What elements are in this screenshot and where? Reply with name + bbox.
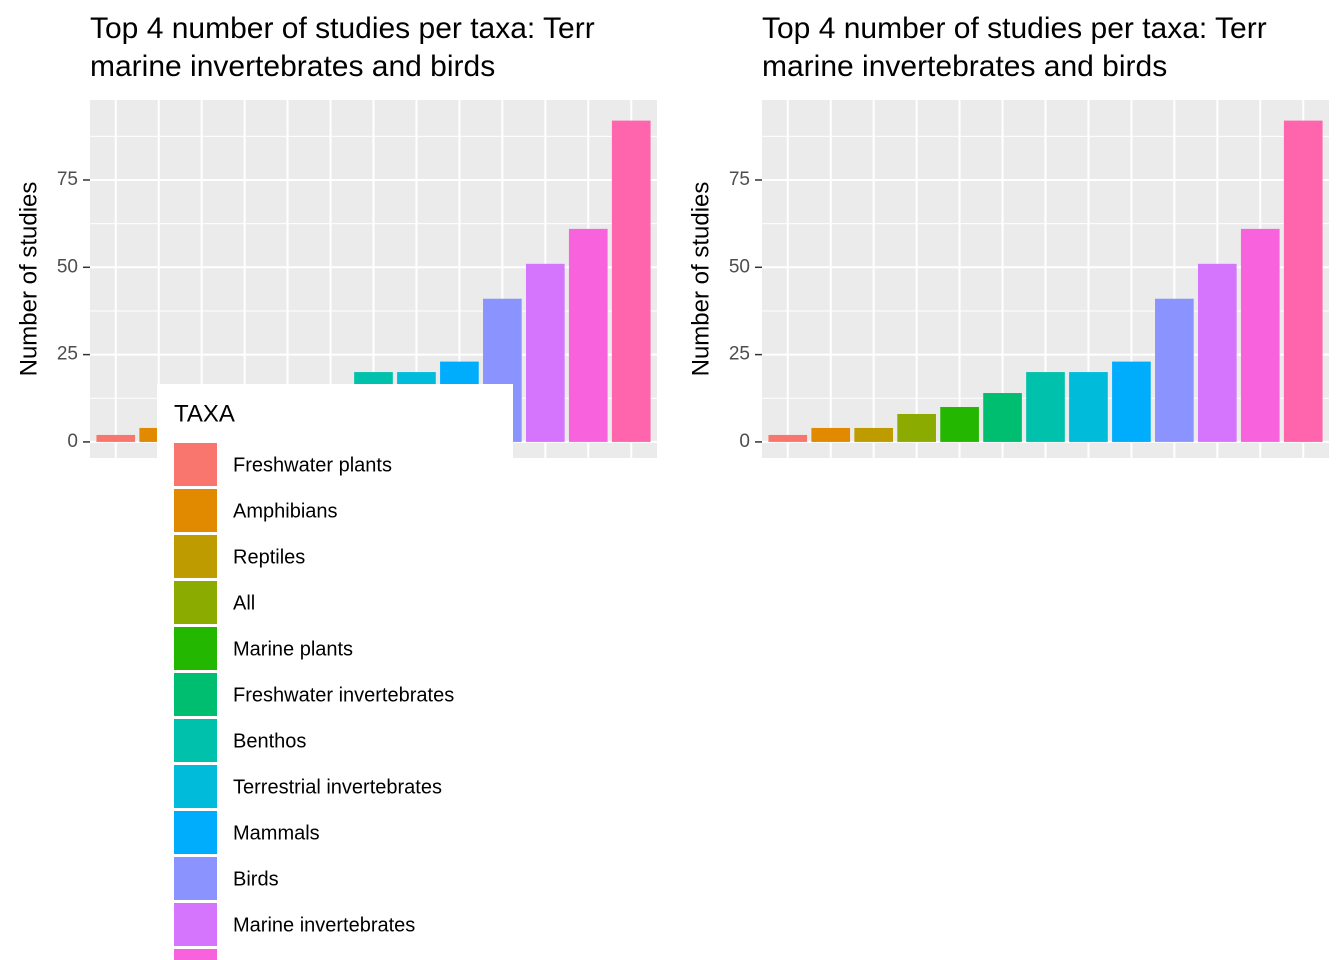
bar: [96, 434, 136, 442]
y-tick-label: 75: [729, 169, 750, 190]
bar: [1155, 298, 1194, 442]
legend-label: All: [233, 592, 255, 614]
legend-label: Terrestrial invertebrates: [233, 776, 442, 798]
y-tick-label: 50: [57, 256, 78, 277]
chart: Top 4 number of studies per taxa: Terr ma…: [15, 12, 657, 960]
legend-label: Marine invertebrates: [233, 914, 415, 936]
y-tick-label: 0: [67, 431, 78, 452]
y-tick-label: 0: [739, 431, 750, 452]
legend-label: Reptiles: [233, 546, 305, 568]
chart-title: marine invertebrates and birds: [90, 50, 495, 83]
chart: Top 4 number of studies per taxa: Terr ma…: [687, 12, 1329, 458]
legend-label: Amphibians: [233, 500, 338, 522]
bar: [1069, 372, 1108, 442]
legend-label: Benthos: [233, 730, 306, 752]
legend-key: [174, 627, 217, 670]
legend-key: [174, 581, 217, 624]
legend-key: [174, 719, 217, 762]
y-tick-label: 75: [57, 169, 78, 190]
legend-key: [174, 765, 217, 808]
chart-title: Top 4 number of studies per taxa: Terr: [762, 12, 1267, 45]
y-axis-label: Number of studies: [15, 182, 42, 377]
legend-key: [174, 673, 217, 716]
bar: [1283, 120, 1323, 442]
legend: TAXA Freshwater plants Amphibians Reptiles A…: [157, 384, 513, 960]
bar: [811, 427, 851, 442]
bar: [940, 407, 979, 442]
bar: [854, 427, 894, 442]
chart-title: Top 4 number of studies per taxa: Terr: [90, 12, 595, 45]
legend-key: [174, 857, 217, 900]
legend-key: [174, 811, 217, 854]
bar: [768, 434, 808, 442]
legend-title: TAXA: [174, 400, 235, 427]
y-tick-label: 25: [57, 344, 78, 365]
legend-key: [174, 443, 217, 486]
legend-key: [174, 903, 217, 946]
bar: [1026, 372, 1065, 442]
legend-label: Freshwater invertebrates: [233, 684, 454, 706]
y-tick-label: 25: [729, 344, 750, 365]
bar: [897, 413, 936, 442]
bar: [1112, 361, 1151, 442]
bar: [525, 263, 565, 442]
chart-title: marine invertebrates and birds: [762, 50, 1167, 83]
legend-label: Freshwater plants: [233, 454, 392, 476]
bar: [983, 393, 1022, 442]
legend-label: Birds: [233, 868, 279, 890]
y-axis-label: Number of studies: [687, 182, 714, 377]
legend-label: Mammals: [233, 822, 320, 844]
bar: [1197, 263, 1237, 442]
bar: [1240, 228, 1280, 442]
legend-label: Marine plants: [233, 638, 353, 660]
bar: [611, 120, 651, 442]
y-tick-label: 50: [729, 256, 750, 277]
legend-key: [174, 535, 217, 578]
legend-key: [174, 489, 217, 532]
legend-key: [174, 949, 217, 960]
bar: [568, 228, 608, 442]
